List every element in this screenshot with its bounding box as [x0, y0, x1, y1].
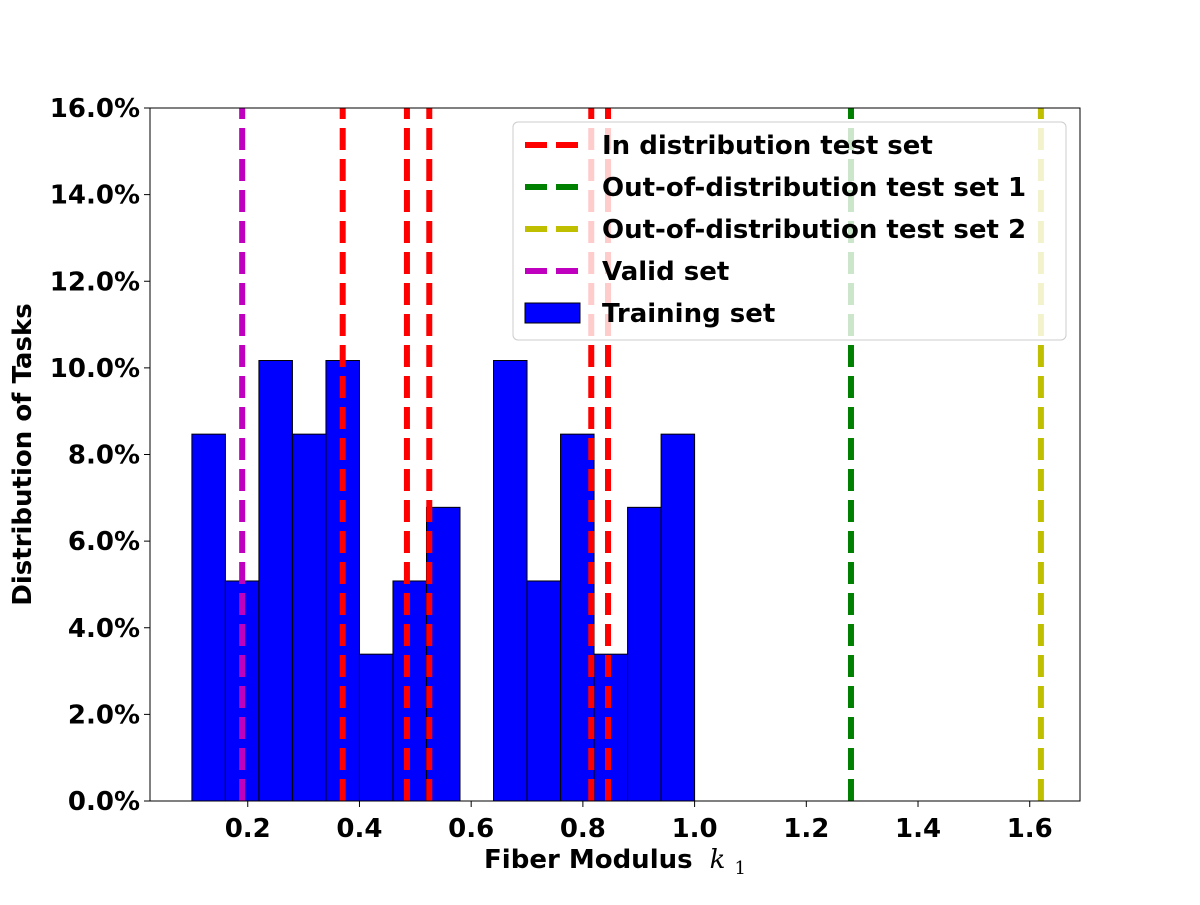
x-tick-label: 1.6 — [1007, 814, 1053, 844]
legend: In distribution test set Out-of-distribut… — [512, 121, 1067, 341]
x-axis-label: Fiber Modulus k 1 — [484, 845, 746, 879]
bars-layer — [191, 360, 696, 802]
legend-patch-swatch — [524, 302, 581, 324]
legend-box — [512, 121, 1067, 341]
y-tick-label: 4.0% — [68, 614, 140, 644]
y-tick-label: 6.0% — [68, 527, 140, 557]
x-tick-label: 1.0 — [672, 814, 718, 844]
y-tick-label: 10.0% — [50, 354, 140, 384]
legend-label: Out-of-distribution test set 2 — [602, 215, 1026, 245]
x-tick-label: 0.2 — [225, 814, 271, 844]
histogram-bar — [358, 653, 394, 802]
y-tick-label: 12.0% — [50, 267, 140, 297]
legend-label: Valid set — [602, 257, 729, 287]
x-tick-label: 0.6 — [448, 814, 494, 844]
y-axis-label: Distribution of Tasks — [8, 303, 38, 605]
x-tick-label: 1.4 — [895, 814, 941, 844]
histogram-bar — [291, 433, 327, 802]
y-tick-label: 14.0% — [50, 181, 140, 211]
histogram-bar — [660, 433, 696, 802]
y-tick-label: 8.0% — [68, 441, 140, 471]
histogram-bar — [493, 360, 528, 802]
x-axis-label-subscript: 1 — [734, 858, 745, 879]
histogram-bar — [258, 360, 293, 802]
x-axis-ticks: 0.2 0.4 0.6 0.8 1.0 1.2 1.4 1.6 — [225, 801, 1053, 844]
y-tick-label: 2.0% — [68, 700, 140, 730]
x-tick-label: 0.8 — [560, 814, 606, 844]
histogram-bar — [526, 580, 562, 802]
x-tick-label: 1.2 — [783, 814, 829, 844]
legend-label: Out-of-distribution test set 1 — [602, 173, 1026, 203]
y-axis-ticks: 0.0% 2.0% 4.0% 6.0% 8.0% 10.0% 12.0% 14.0% 16.0% — [50, 94, 150, 817]
legend-label: Training set — [602, 299, 775, 329]
x-axis-label-text: Fiber Modulus — [484, 845, 693, 875]
x-axis-label-symbol: k — [710, 845, 726, 875]
y-tick-label: 16.0% — [50, 94, 140, 124]
y-tick-label: 0.0% — [68, 787, 140, 817]
histogram-bar — [627, 506, 662, 802]
legend-label: In distribution test set — [602, 131, 933, 161]
x-tick-label: 0.4 — [336, 814, 382, 844]
histogram-bar — [191, 433, 226, 802]
